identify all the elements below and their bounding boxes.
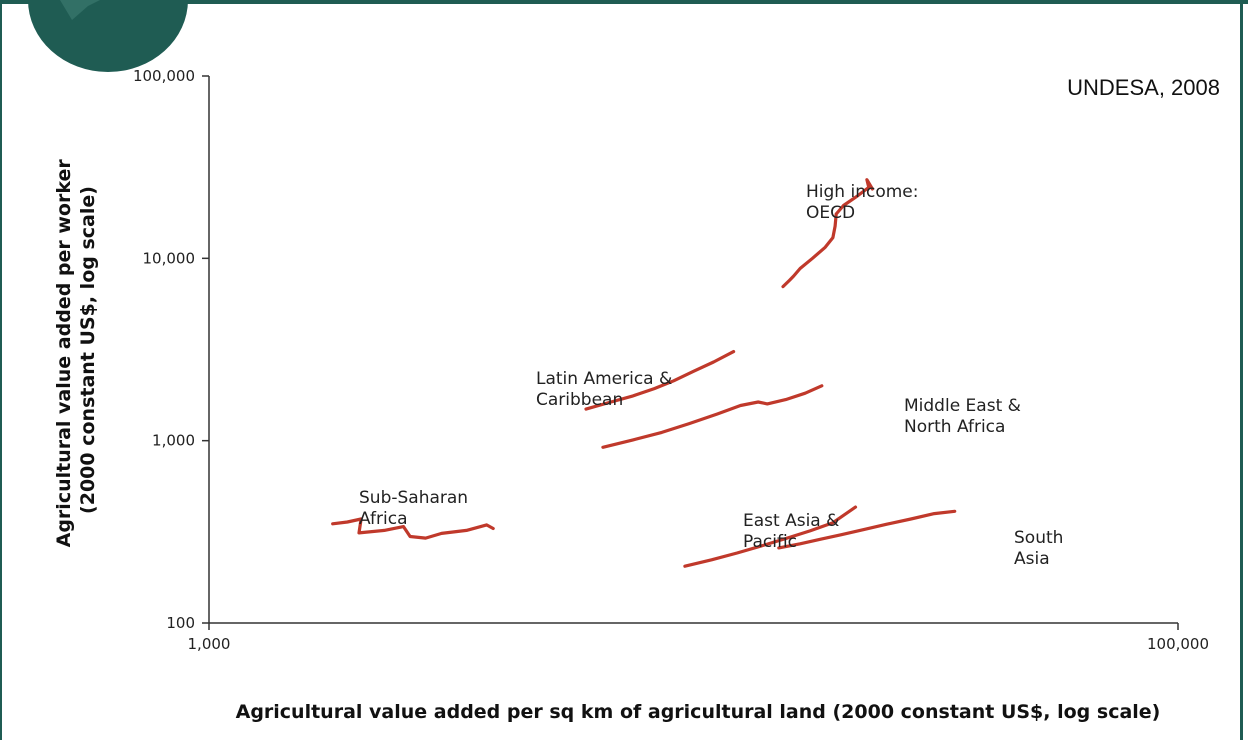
series-line-east-asia-pacific [683,505,858,568]
series-line-latin-america-caribbean [584,350,736,411]
series-line-south-asia [777,509,957,550]
frame-top-border [0,0,1248,4]
x-tick-label-1-000: 1,000 [188,635,231,653]
label-east-asia-line-1: East Asia & [743,511,839,531]
x-tick-label-100-000: 100,000 [1147,635,1209,653]
x-axis-ticks: 1,000 100,000 [188,623,1209,653]
label-sub-saharan-line-2: Africa [359,509,408,529]
label-sub-saharan-line-1: Sub-Saharan [359,488,468,508]
label-south-asia: South Asia [1014,528,1069,569]
frame-right-border [1240,0,1243,740]
label-latin-america-line-1: Latin America & [536,369,672,389]
label-middle-east-north-africa: Middle East & North Africa [904,396,1026,437]
label-south-asia-line-2: Asia [1014,549,1050,569]
series-line-sub-saharan-africa [331,517,495,540]
y-tick-label-100-000: 100,000 [133,67,195,85]
label-middle-east-line-2: North Africa [904,417,1005,437]
y-tick-label-100: 100 [166,614,195,632]
y-tick-label-1-000: 1,000 [152,432,195,450]
series-layer [331,178,957,568]
y-axis-title-line-1: Agricultural value added per worker [53,159,75,548]
label-east-asia-pacific: East Asia & Pacific [743,511,845,552]
label-high-income-oecd-line-1: High income: [806,182,918,202]
label-high-income-oecd: High income: OECD [806,182,924,223]
corner-badge [28,0,188,72]
label-south-asia-line-1: South [1014,528,1063,548]
label-latin-america-line-2: Caribbean [536,390,623,410]
y-tick-label-10-000: 10,000 [143,249,196,267]
series-line-high-income-oecd [781,178,874,289]
label-sub-saharan-africa: Sub-Saharan Africa [359,488,473,529]
x-axis-title: Agricultural value added per sq km of ag… [236,701,1161,723]
y-axis-title-line-2: (2000 constant US$, log scale) [77,186,99,514]
y-axis-title: Agricultural value added per worker (200… [53,153,99,548]
frame-left-border [0,0,2,740]
series-line-middle-east-north-africa [601,384,824,449]
label-middle-east-line-1: Middle East & [904,396,1021,416]
corner-badge-highlight [60,0,100,20]
label-high-income-oecd-line-2: OECD [806,203,855,223]
label-latin-america-caribbean: Latin America & Caribbean [536,369,678,410]
y-axis-ticks: 100 1,000 10,000 100,000 [133,67,209,632]
source-note: UNDESA, 2008 [1067,75,1220,100]
label-east-asia-line-2: Pacific [743,532,797,552]
